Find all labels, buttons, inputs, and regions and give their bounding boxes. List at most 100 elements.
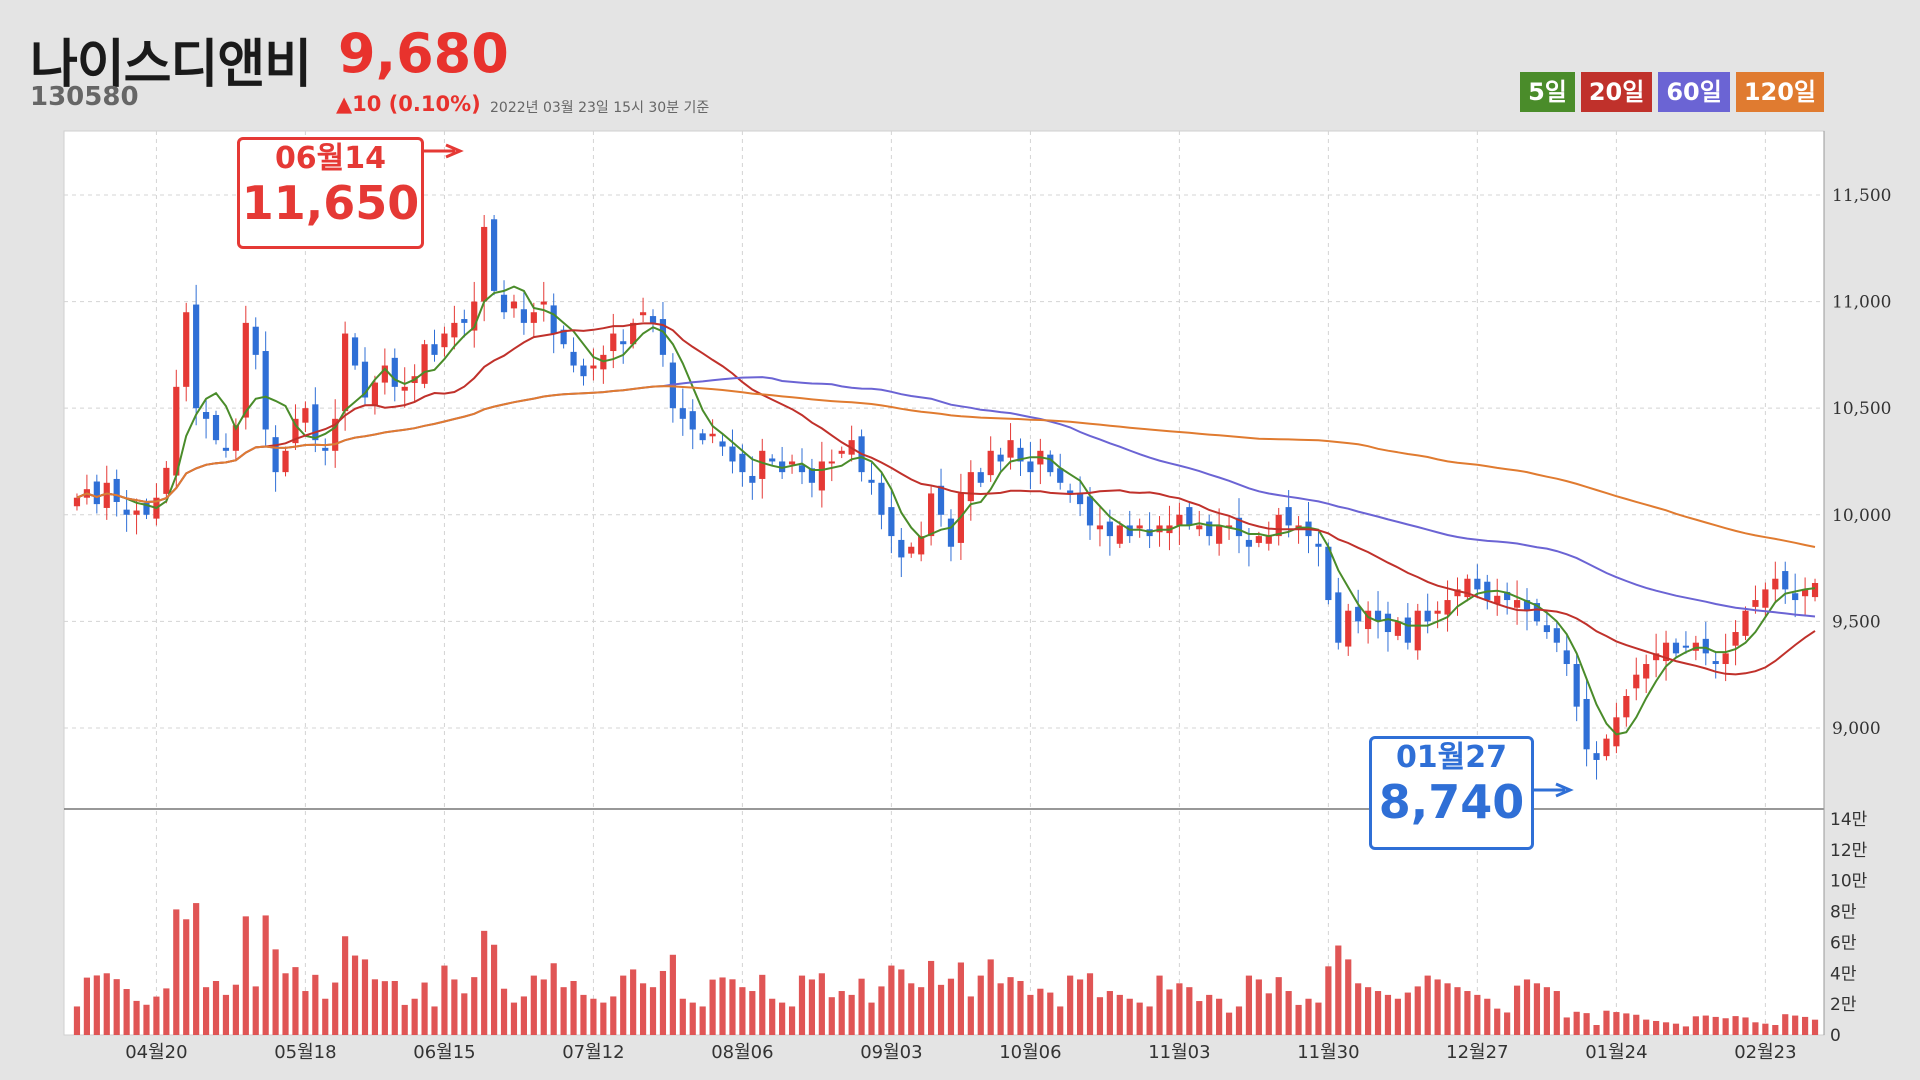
candle bbox=[977, 472, 984, 483]
candle bbox=[520, 309, 527, 323]
volume-bars bbox=[73, 903, 1819, 1035]
candle bbox=[401, 386, 408, 391]
stock-name: 나이스디앤비 bbox=[30, 35, 312, 95]
volume-bar bbox=[202, 987, 210, 1035]
volume-tick-label: 2만 bbox=[1830, 995, 1857, 1015]
date-tick-label: 01월24 bbox=[1585, 1042, 1647, 1063]
candle bbox=[1593, 753, 1600, 760]
volume-bar bbox=[1186, 987, 1193, 1035]
volume-bar bbox=[500, 988, 508, 1035]
volume-bar bbox=[868, 1002, 875, 1035]
volume-bar bbox=[1146, 1006, 1153, 1035]
candle bbox=[1523, 600, 1531, 611]
volume-bar bbox=[1255, 979, 1262, 1035]
candle bbox=[491, 219, 498, 291]
candle bbox=[580, 365, 587, 377]
volume-bar bbox=[1057, 1006, 1064, 1035]
candle bbox=[818, 461, 825, 491]
candle bbox=[1365, 610, 1372, 630]
candle bbox=[1076, 493, 1084, 505]
volume-bar bbox=[699, 1006, 706, 1035]
volume-bar bbox=[1682, 1026, 1690, 1035]
candle bbox=[123, 509, 130, 515]
volume-bar bbox=[1116, 994, 1123, 1035]
date-tick-label: 09월03 bbox=[860, 1042, 922, 1063]
candle bbox=[898, 539, 905, 558]
price-tick-label: 11,000 bbox=[1832, 293, 1891, 313]
candle bbox=[193, 304, 200, 409]
volume-bar bbox=[431, 1006, 438, 1035]
candle bbox=[1742, 610, 1749, 636]
candle bbox=[987, 450, 994, 476]
candle bbox=[1176, 514, 1183, 526]
volume-bar bbox=[1384, 994, 1392, 1035]
volume-bar bbox=[1811, 1019, 1819, 1035]
volume-bar bbox=[540, 979, 547, 1035]
candle bbox=[1692, 642, 1699, 651]
candle bbox=[262, 351, 269, 430]
volume-bar bbox=[600, 1002, 607, 1035]
candle bbox=[1732, 632, 1739, 646]
legend-ma20[interactable]: 20일 bbox=[1580, 72, 1653, 112]
volume-bar bbox=[302, 991, 309, 1035]
candle bbox=[1543, 625, 1550, 633]
volume-tick-label: 6만 bbox=[1830, 933, 1857, 953]
volume-bar bbox=[1176, 983, 1183, 1035]
volume-bar bbox=[1613, 1012, 1620, 1035]
price-tick-label: 9,500 bbox=[1832, 612, 1881, 632]
volume-bar bbox=[788, 1006, 796, 1035]
candle bbox=[928, 493, 935, 537]
volume-bar bbox=[232, 984, 239, 1035]
candle bbox=[699, 433, 706, 441]
volume-bar bbox=[1464, 991, 1471, 1035]
volume-bar bbox=[1474, 994, 1481, 1035]
date-tick-label: 11월03 bbox=[1148, 1042, 1210, 1063]
candle bbox=[1573, 664, 1580, 707]
volume-tick-label: 10만 bbox=[1830, 872, 1868, 892]
volume-bar bbox=[212, 981, 220, 1035]
candle bbox=[649, 316, 657, 323]
volume-bar bbox=[83, 977, 90, 1035]
candle bbox=[788, 461, 796, 465]
volume-bar bbox=[113, 979, 120, 1035]
volume-bar bbox=[639, 983, 647, 1035]
candle bbox=[202, 412, 210, 419]
volume-bar bbox=[1742, 1017, 1749, 1035]
volume-bar bbox=[1444, 983, 1451, 1035]
volume-bar bbox=[530, 975, 537, 1035]
legend-ma60[interactable]: 60일 bbox=[1658, 72, 1730, 112]
candle bbox=[212, 414, 220, 441]
legend-ma5[interactable]: 5일 bbox=[1520, 72, 1575, 112]
candle bbox=[779, 461, 786, 473]
candle bbox=[570, 351, 577, 366]
candle bbox=[1335, 592, 1342, 643]
volume-bar bbox=[411, 998, 418, 1035]
volume-bar bbox=[1672, 1023, 1680, 1035]
ma-legend: 5일 20일 60일 120일 bbox=[1520, 72, 1824, 112]
volume-bar bbox=[1762, 1023, 1769, 1035]
volume-bar bbox=[1633, 1014, 1640, 1035]
volume-bar bbox=[1434, 979, 1441, 1035]
volume-bar bbox=[1484, 998, 1491, 1035]
legend-ma120[interactable]: 120일 bbox=[1735, 72, 1824, 112]
volume-bar bbox=[1136, 1002, 1143, 1035]
candle bbox=[1196, 525, 1203, 530]
candle bbox=[222, 447, 230, 451]
candle bbox=[173, 386, 180, 476]
candle bbox=[1454, 589, 1461, 597]
candle bbox=[1643, 664, 1650, 679]
volume-bar bbox=[252, 986, 259, 1035]
volume-axis-labels: 0 2만 4만 6만 8만 10만 12만 14만 bbox=[1830, 810, 1868, 1046]
volume-bar bbox=[1394, 998, 1401, 1035]
candle bbox=[1772, 578, 1779, 590]
volume-bar bbox=[381, 981, 388, 1035]
candle bbox=[1603, 738, 1610, 757]
candle bbox=[332, 418, 339, 451]
volume-bar bbox=[222, 994, 230, 1035]
volume-bar bbox=[1315, 1002, 1322, 1035]
high-date: 06월14 bbox=[274, 141, 387, 176]
volume-bar bbox=[332, 982, 339, 1035]
candle bbox=[838, 450, 845, 454]
chart-area bbox=[63, 130, 1825, 1036]
volume-bar bbox=[759, 974, 766, 1035]
